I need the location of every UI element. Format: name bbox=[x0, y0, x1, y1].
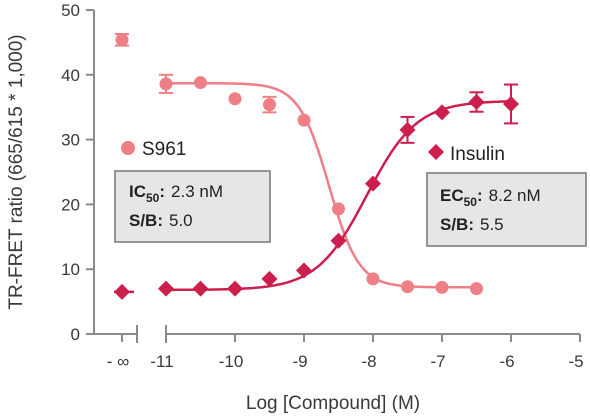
y-tick-label: 20 bbox=[61, 195, 80, 214]
data-point-s961 bbox=[115, 33, 129, 47]
insulin-sb-value: 5.5 bbox=[480, 215, 504, 234]
legend-insulin-label: Insulin bbox=[450, 144, 505, 165]
data-point-s961 bbox=[228, 92, 242, 106]
s961-sb-value: 5.0 bbox=[169, 211, 193, 230]
legend-insulin-marker bbox=[428, 144, 444, 160]
s961-sb-label: S/B: bbox=[129, 211, 163, 230]
y-axis-title: TR-FRET ratio (665/615 * 1,000) bbox=[6, 34, 27, 309]
annotation-box-insulin: EC50: 8.2 nM S/B: 5.5 bbox=[426, 172, 587, 247]
data-point-insulin bbox=[434, 104, 450, 121]
data-point-insulin bbox=[365, 175, 381, 192]
x-tick-label: -11 bbox=[150, 352, 173, 371]
data-point-s961 bbox=[332, 202, 345, 216]
legend-s961-label: S961 bbox=[142, 139, 186, 160]
insulin-sb-label: S/B: bbox=[440, 215, 474, 234]
y-tick-label: 0 bbox=[71, 325, 80, 344]
data-point-insulin bbox=[114, 283, 130, 300]
x-tick-label: - ∞ bbox=[107, 352, 130, 371]
x-tick-label: -5 bbox=[568, 352, 583, 371]
data-point-s961 bbox=[159, 77, 173, 91]
legend-insulin: Insulin bbox=[428, 144, 505, 165]
data-points bbox=[114, 33, 519, 300]
x-axis-title: Log [Compound] (M) bbox=[246, 393, 420, 414]
legend-s961: S961 bbox=[121, 139, 186, 160]
data-point-s961 bbox=[297, 113, 311, 127]
y-tick-label: 30 bbox=[61, 131, 80, 150]
error-bars bbox=[115, 32, 518, 144]
ic50-value: 2.3 nM bbox=[171, 182, 223, 201]
y-tick-label: 40 bbox=[61, 66, 80, 85]
x-tick-label: -8 bbox=[361, 352, 376, 371]
data-point-insulin bbox=[503, 95, 519, 112]
ic50-colon: : bbox=[159, 182, 165, 201]
ic50-text: IC50: 2.3 nM bbox=[129, 182, 223, 205]
ec50-prefix: EC bbox=[440, 186, 464, 205]
data-point-insulin bbox=[158, 280, 174, 297]
data-point-insulin bbox=[330, 232, 347, 249]
ec50-subscript: 50 bbox=[464, 195, 478, 209]
data-point-s961 bbox=[366, 272, 380, 286]
data-point-s961 bbox=[263, 98, 276, 112]
data-point-insulin bbox=[468, 94, 485, 111]
x-tick-label: -6 bbox=[499, 352, 514, 371]
annotation-box-s961-background bbox=[114, 170, 271, 243]
annotation-box-insulin-background bbox=[426, 172, 587, 247]
ec50-colon: : bbox=[477, 186, 483, 205]
annotation-box-s961: IC50: 2.3 nM S/B: 5.0 bbox=[114, 170, 271, 243]
data-point-insulin bbox=[227, 280, 243, 297]
ic50-subscript: 50 bbox=[146, 191, 160, 205]
data-point-insulin bbox=[261, 270, 278, 287]
data-point-insulin bbox=[192, 280, 209, 297]
axes: 0 10 20 30 40 50 - ∞ -11 -10 -9 -8 -7 -6 -5 bbox=[61, 1, 583, 371]
y-tick-label: 50 bbox=[61, 1, 80, 20]
insulin-sb-text: S/B: 5.5 bbox=[440, 215, 504, 234]
data-point-insulin bbox=[399, 121, 416, 138]
x-tick-label: -10 bbox=[219, 352, 244, 371]
x-tick-label: -7 bbox=[430, 352, 445, 371]
data-point-s961 bbox=[401, 280, 414, 294]
legend-s961-marker bbox=[121, 141, 135, 155]
x-tick-label: -9 bbox=[292, 352, 307, 371]
data-point-s961 bbox=[194, 76, 207, 90]
ec50-text: EC50: 8.2 nM bbox=[440, 186, 541, 209]
ic50-prefix: IC bbox=[129, 182, 146, 201]
ec50-value: 8.2 nM bbox=[489, 186, 541, 205]
data-point-insulin bbox=[296, 262, 312, 279]
data-point-s961 bbox=[470, 282, 483, 296]
fit-curve-s961 bbox=[166, 81, 477, 289]
data-point-s961 bbox=[435, 280, 449, 294]
y-tick-label: 10 bbox=[61, 260, 80, 279]
s961-sb-text: S/B: 5.0 bbox=[129, 211, 193, 230]
